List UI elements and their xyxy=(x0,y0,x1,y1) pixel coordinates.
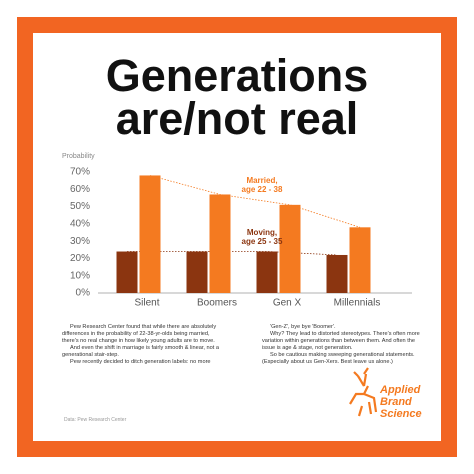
y-tick-label: 10% xyxy=(70,270,90,281)
bar xyxy=(139,175,161,293)
x-tick-label: Gen X xyxy=(273,298,302,309)
annotation: age 25 - 35 xyxy=(242,237,283,246)
bar xyxy=(209,194,231,293)
bar xyxy=(279,204,301,293)
notes-left: Pew Research Center found that while the… xyxy=(62,324,222,366)
x-tick-label: Millennials xyxy=(334,298,381,309)
y-axis-label: Probability xyxy=(62,153,95,160)
logo-text: Brand xyxy=(380,396,412,408)
border xyxy=(17,17,457,457)
bar xyxy=(186,251,208,293)
y-tick-label: 30% xyxy=(70,236,90,247)
trend-line xyxy=(127,251,338,256)
y-tick-label: 0% xyxy=(76,288,91,299)
logo xyxy=(349,367,378,417)
y-tick-label: 50% xyxy=(70,201,90,212)
logo-icon xyxy=(349,367,378,417)
note-paragraph: So be cautious making sweeping generatio… xyxy=(262,352,415,365)
title-line: are/not real xyxy=(116,93,359,144)
note-paragraph: 'Gen-Z', bye bye 'Boomer'. xyxy=(270,324,336,330)
x-tick-label: Boomers xyxy=(197,298,237,309)
note-paragraph: Pew Research Center found that while the… xyxy=(62,324,217,344)
note-paragraph: Why? They lead to distorted stereotypes.… xyxy=(262,331,420,351)
x-tick-label: Silent xyxy=(134,298,159,309)
y-tick-label: 60% xyxy=(70,184,90,195)
title-line: Generations xyxy=(106,50,369,101)
annotation: age 22 - 38 xyxy=(242,185,283,194)
note-paragraph: Pew recently decided to ditch generation… xyxy=(70,359,211,365)
annotation: Moving, xyxy=(247,228,277,237)
y-tick-label: 70% xyxy=(70,167,90,178)
logo-text: Applied xyxy=(379,384,421,396)
y-tick-label: 40% xyxy=(70,218,90,229)
source: Data: Pew Research Center xyxy=(64,417,127,423)
bar xyxy=(256,251,278,293)
trend-line xyxy=(149,175,361,228)
note-paragraph: And even the shift in marriage is fairly… xyxy=(62,345,219,358)
annotation: Married, xyxy=(246,176,277,185)
notes-right: 'Gen-Z', bye bye 'Boomer'. Why? They lead… xyxy=(262,324,422,366)
y-tick-label: 20% xyxy=(70,253,90,264)
bar xyxy=(349,227,371,293)
bar xyxy=(326,254,348,293)
logo-text: Science xyxy=(380,408,422,420)
bar xyxy=(116,251,138,293)
